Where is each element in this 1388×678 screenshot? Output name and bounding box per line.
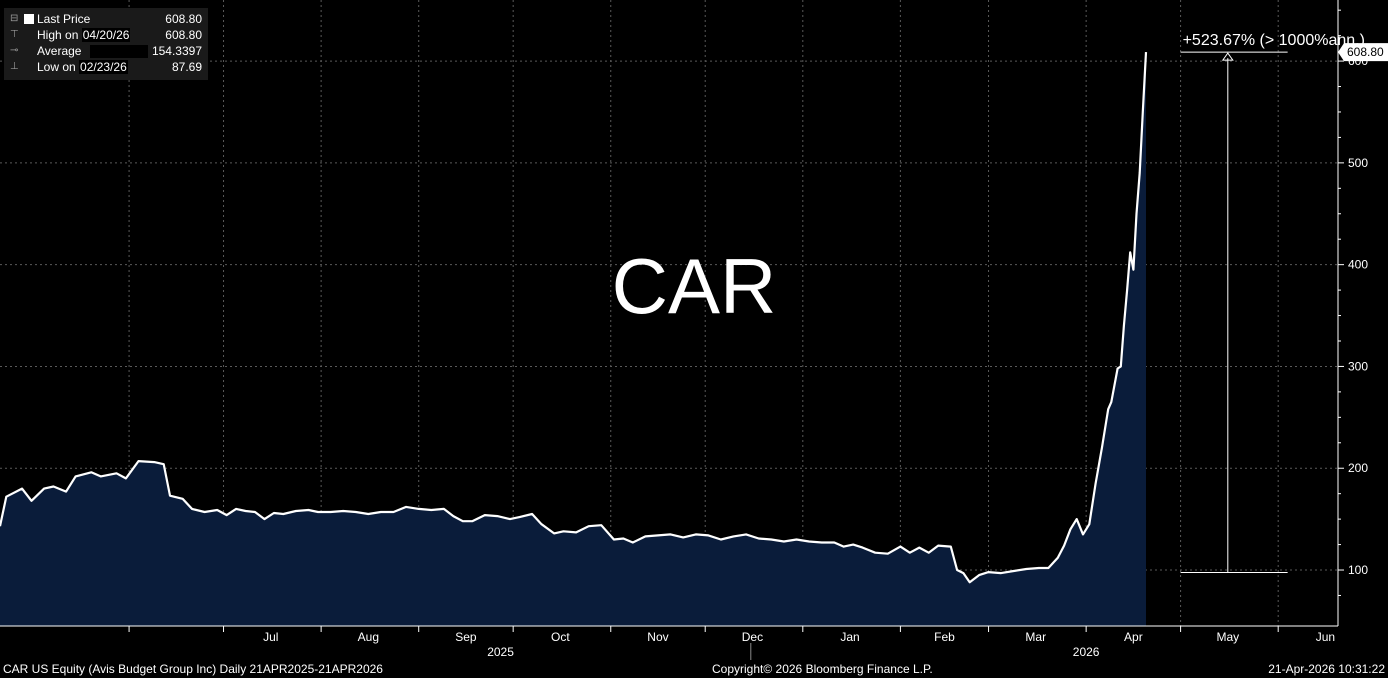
year-label: 2026 bbox=[1073, 645, 1100, 659]
legend-low-marker-icon: ⊥ bbox=[10, 61, 19, 72]
legend-high-marker-icon: ⊤ bbox=[10, 29, 19, 40]
legend-low-label: Low on bbox=[37, 60, 76, 74]
annotation-arrow-icon bbox=[1221, 52, 1234, 61]
x-tick-label: Feb bbox=[934, 630, 955, 644]
legend-average-value: 154.3397 bbox=[151, 44, 202, 58]
x-tick-label: Jun bbox=[1316, 630, 1335, 644]
y-tick-label: 300 bbox=[1348, 359, 1368, 373]
performance-annotation: +523.67% (> 1000%ann.) bbox=[1180, 32, 1365, 573]
legend-low-value: 87.69 bbox=[171, 60, 202, 74]
legend-high-date: 04/20/26 bbox=[81, 28, 131, 42]
legend: ⊟ Last Price 608.80 ⊤ High on 04/20/26 6… bbox=[4, 8, 208, 80]
last-price-tag: 608.80 bbox=[1338, 43, 1388, 62]
last-price-tag-box bbox=[1338, 43, 1388, 62]
x-tick-label: Aug bbox=[358, 630, 379, 644]
year-label: 2025 bbox=[487, 645, 514, 659]
legend-high-label: High on bbox=[37, 28, 79, 42]
x-tick-label: Dec bbox=[742, 630, 763, 644]
price-line bbox=[0, 52, 1148, 584]
y-tick-label: 500 bbox=[1348, 156, 1368, 170]
price-area-fill bbox=[0, 52, 1146, 627]
annotation-label: +523.67% (> 1000%ann.) bbox=[1183, 32, 1365, 49]
footer-timestamp: 21-Apr-2026 10:31:22 bbox=[1268, 662, 1385, 676]
legend-swatch-icon: ⊟ bbox=[10, 13, 19, 24]
legend-average-swatch bbox=[90, 45, 148, 58]
y-tick-label: 200 bbox=[1348, 461, 1368, 475]
footer-copyright: Copyright© 2026 Bloomberg Finance L.P. bbox=[712, 662, 933, 676]
legend-average-marker-icon: ⊸ bbox=[10, 45, 19, 56]
x-tick-label: Jan bbox=[840, 630, 859, 644]
x-tick-label: Apr bbox=[1124, 630, 1143, 644]
legend-high: ⊤ High on 04/20/26 608.80 bbox=[4, 27, 208, 43]
x-axis: Jul Aug Sep Oct Nov Dec Jan Feb Mar Apr May Jun 2025… bbox=[0, 625, 1338, 660]
y-tick-label: 400 bbox=[1348, 258, 1368, 272]
legend-high-value: 608.80 bbox=[165, 28, 202, 42]
x-tick-label: May bbox=[1216, 630, 1239, 644]
legend-average-label: Average bbox=[37, 44, 82, 58]
legend-average: ⊸ Average 154.3397 bbox=[4, 43, 208, 59]
y-tick-label: 100 bbox=[1348, 563, 1368, 577]
legend-white-square-icon bbox=[24, 14, 34, 24]
footer-security-description: CAR US Equity (Avis Budget Group Inc) Da… bbox=[3, 662, 383, 676]
legend-low: ⊥ Low on 02/23/26 87.69 bbox=[4, 59, 208, 75]
chart-title: CAR bbox=[612, 242, 777, 330]
x-tick-label: Oct bbox=[551, 630, 570, 644]
x-tick-label: Sep bbox=[455, 630, 477, 644]
y-axis: 100200300400500600608.80 bbox=[1337, 0, 1388, 626]
x-tick-label: Jul bbox=[263, 630, 278, 644]
x-tick-label: Nov bbox=[647, 630, 668, 644]
legend-low-date: 02/23/26 bbox=[79, 60, 128, 74]
x-tick-label: Mar bbox=[1025, 630, 1046, 644]
legend-last-price-label: Last Price bbox=[37, 12, 91, 26]
legend-last-price-value: 608.80 bbox=[165, 12, 202, 26]
legend-last-price: ⊟ Last Price 608.80 bbox=[4, 11, 208, 27]
last-price-tag-label: 608.80 bbox=[1347, 45, 1384, 59]
